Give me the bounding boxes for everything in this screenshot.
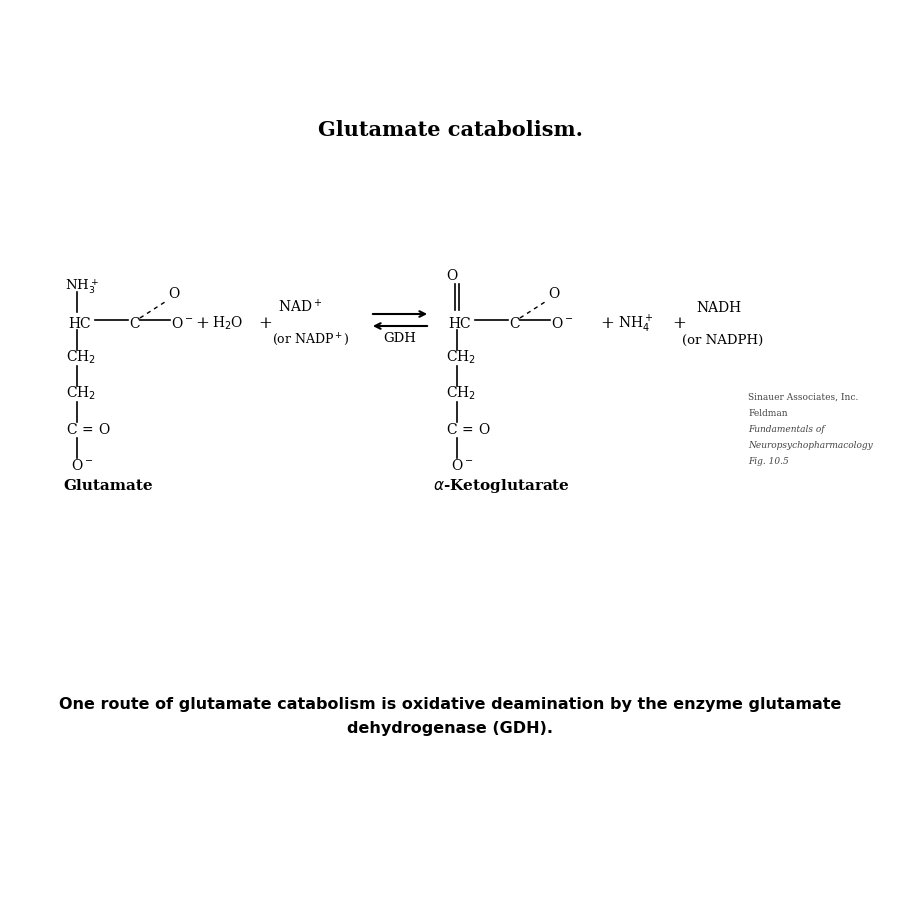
Text: NAD$^+$: NAD$^+$ — [278, 298, 322, 315]
Text: Neuropsychopharmacology: Neuropsychopharmacology — [748, 441, 873, 450]
Text: CH$_2$: CH$_2$ — [446, 349, 476, 366]
Text: O: O — [446, 269, 457, 283]
Text: NADH: NADH — [696, 301, 741, 315]
Text: O: O — [168, 287, 179, 301]
Text: O: O — [548, 287, 559, 301]
Text: C: C — [509, 317, 519, 331]
Text: +: + — [195, 315, 209, 332]
Text: Feldman: Feldman — [748, 409, 788, 418]
Text: Glutamate: Glutamate — [63, 479, 153, 493]
Text: +: + — [258, 315, 272, 332]
Text: (or NADP$^+$): (or NADP$^+$) — [272, 332, 350, 348]
Text: Fundamentals of: Fundamentals of — [748, 425, 824, 434]
Text: +: + — [600, 315, 614, 332]
Text: GDH: GDH — [383, 332, 417, 345]
Text: C$\,{=}\,$O: C$\,{=}\,$O — [66, 422, 111, 437]
Text: Fig. 10.5: Fig. 10.5 — [748, 457, 788, 466]
Text: NH$_3^+$: NH$_3^+$ — [65, 277, 99, 296]
Text: CH$_2$: CH$_2$ — [66, 349, 96, 366]
Text: O$^-$: O$^-$ — [551, 316, 573, 331]
Text: Sinauer Associates, Inc.: Sinauer Associates, Inc. — [748, 393, 859, 402]
Text: H$_2$O: H$_2$O — [212, 315, 243, 332]
Text: O$^-$: O$^-$ — [171, 316, 194, 331]
Text: +: + — [672, 315, 686, 332]
Text: Glutamate catabolism.: Glutamate catabolism. — [318, 120, 582, 140]
Text: NH$_4^+$: NH$_4^+$ — [618, 313, 653, 335]
Text: HC: HC — [68, 317, 91, 331]
Text: CH$_2$: CH$_2$ — [446, 385, 476, 402]
Text: O$^-$: O$^-$ — [71, 458, 94, 473]
Text: C$\,{=}\,$O: C$\,{=}\,$O — [446, 422, 490, 437]
Text: C: C — [129, 317, 140, 331]
Text: CH$_2$: CH$_2$ — [66, 385, 96, 402]
Text: (or NADPH): (or NADPH) — [682, 334, 763, 347]
Text: dehydrogenase (GDH).: dehydrogenase (GDH). — [347, 721, 553, 735]
Text: One route of glutamate catabolism is oxidative deamination by the enzyme glutama: One route of glutamate catabolism is oxi… — [58, 698, 842, 713]
Text: HC: HC — [448, 317, 471, 331]
Text: $\alpha$-Ketoglutarate: $\alpha$-Ketoglutarate — [433, 477, 570, 495]
Text: O$^-$: O$^-$ — [451, 458, 473, 473]
